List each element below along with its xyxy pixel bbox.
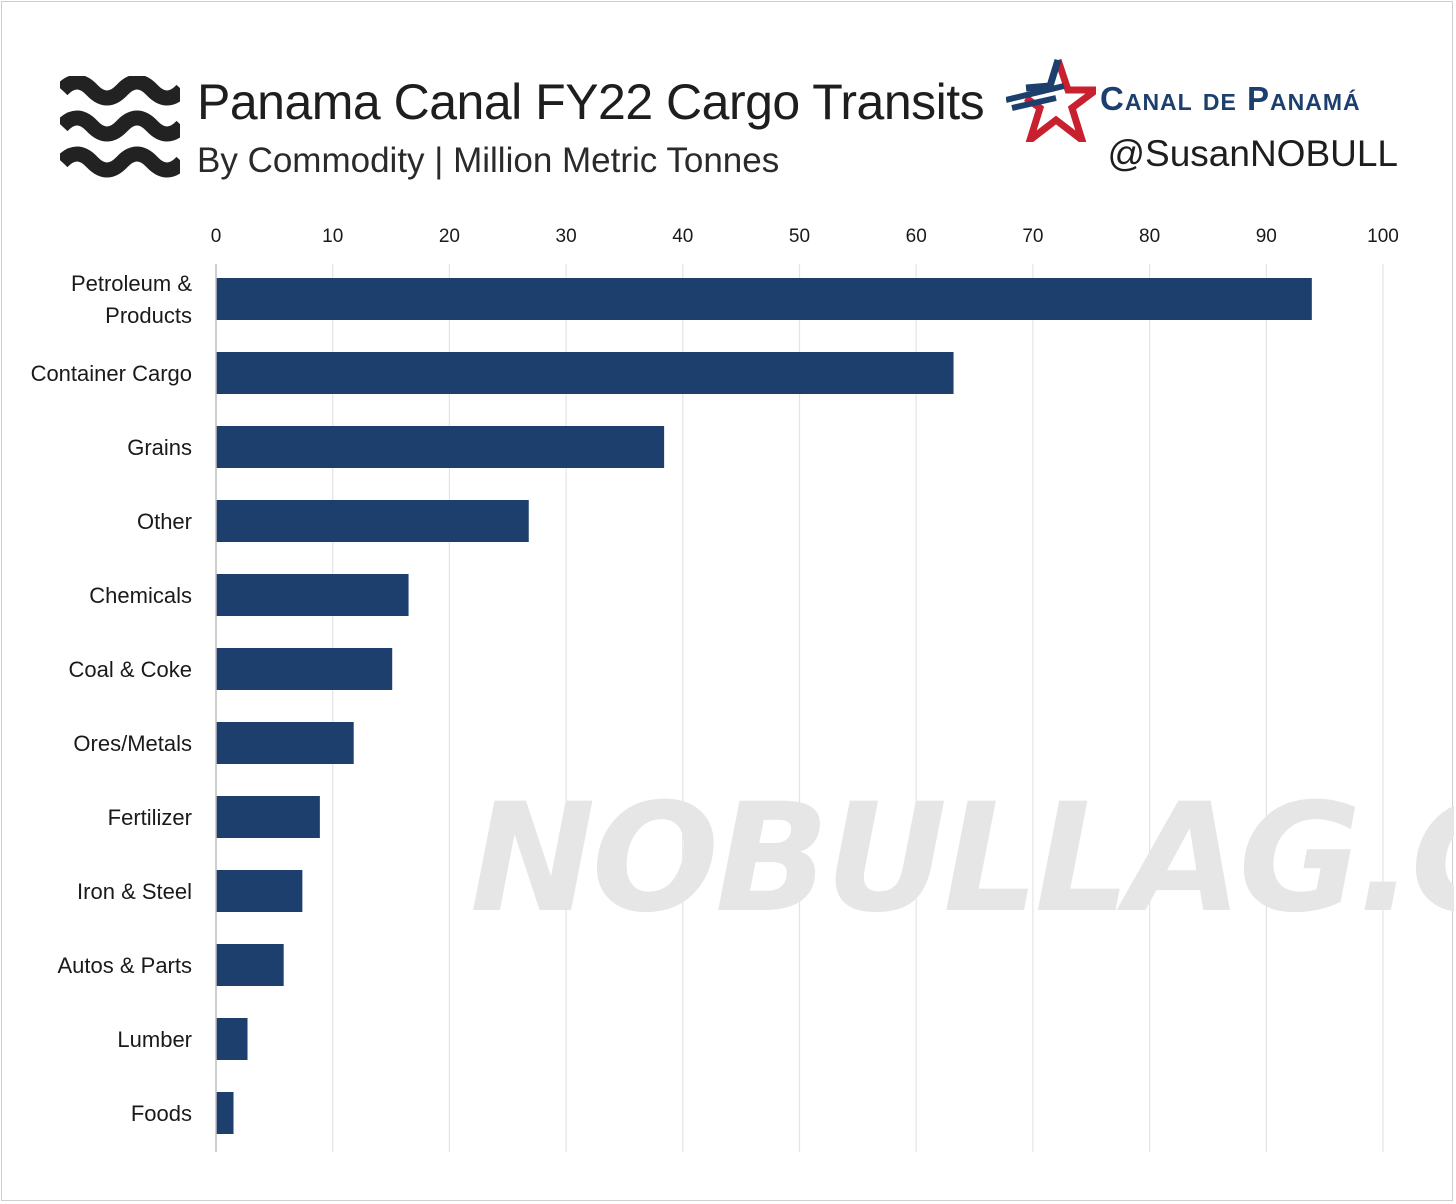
- x-tick-label: 60: [906, 226, 927, 247]
- category-label: Other: [137, 509, 192, 534]
- category-label: Ores/Metals: [73, 731, 192, 756]
- brand-name: Canal de Panamá: [1100, 80, 1361, 117]
- x-tick-label: 50: [789, 226, 810, 247]
- category-label: Coal & Coke: [68, 657, 192, 682]
- category-label: Chemicals: [89, 583, 192, 608]
- x-tick-label: 80: [1139, 226, 1160, 247]
- category-label: Autos & Parts: [57, 953, 192, 978]
- x-axis-ticks: 0 10 20 30 40 50 60 70 80 90 100: [211, 226, 1399, 247]
- category-label: Foods: [131, 1101, 192, 1126]
- star-icon: [1006, 58, 1096, 142]
- x-tick-label: 10: [322, 226, 343, 247]
- bar: [216, 574, 409, 616]
- bar: [216, 1018, 248, 1060]
- x-tick-label: 70: [1022, 226, 1043, 247]
- x-tick-label: 100: [1367, 226, 1399, 247]
- category-labels: Petroleum & Products Container Cargo Grains…: [31, 271, 193, 1126]
- watermark: NOBULLAG.COM: [470, 772, 1454, 946]
- category-label: Iron & Steel: [77, 879, 192, 904]
- category-label: Fertilizer: [108, 805, 192, 830]
- bar: [216, 278, 1312, 320]
- author-handle: @SusanNOBULL: [1107, 133, 1398, 174]
- bar: [216, 352, 954, 394]
- x-tick-label: 30: [556, 226, 577, 247]
- x-tick-label: 0: [211, 226, 222, 247]
- grid-lines: [332, 264, 1384, 1152]
- chart-title: Panama Canal FY22 Cargo Transits: [197, 74, 985, 130]
- bar: [216, 648, 393, 690]
- chart-subtitle: By Commodity | Million Metric Tonnes: [197, 141, 780, 180]
- x-tick-label: 40: [672, 226, 693, 247]
- bar: [216, 870, 303, 912]
- category-label: Products: [105, 303, 192, 328]
- bar: [216, 722, 354, 764]
- bar: [216, 944, 284, 986]
- category-label: Lumber: [117, 1027, 192, 1052]
- x-tick-label: 90: [1256, 226, 1277, 247]
- waves-icon: [60, 76, 180, 178]
- x-tick-label: 20: [439, 226, 460, 247]
- category-label: Petroleum &: [71, 271, 192, 296]
- bar: [216, 426, 665, 468]
- category-label: Grains: [127, 435, 192, 460]
- bars: [216, 278, 1312, 1134]
- category-label: Container Cargo: [31, 361, 192, 386]
- bar: [216, 500, 529, 542]
- bar: [216, 796, 320, 838]
- bar: [216, 1092, 234, 1134]
